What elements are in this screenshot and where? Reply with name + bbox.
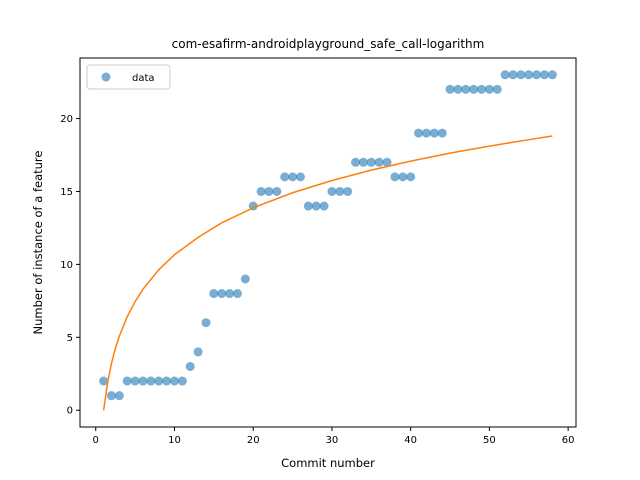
data-point [232, 289, 242, 299]
axes-frame [79, 57, 577, 428]
data-point [319, 201, 329, 211]
data-point [272, 186, 282, 196]
data-point [382, 157, 392, 167]
data-point [532, 70, 542, 80]
data-point [484, 84, 494, 94]
y-tick-label: 15 [60, 187, 73, 198]
data-point [264, 186, 274, 196]
data-point [280, 172, 290, 182]
data-point [477, 84, 487, 94]
y-axis-ticks: 0 5 10 15 20 [60, 114, 80, 417]
data-point [374, 157, 384, 167]
data-point [351, 157, 361, 167]
data-point [209, 289, 219, 299]
x-tick-label: 0 [93, 435, 99, 446]
data-point [524, 70, 534, 80]
data-point [414, 128, 424, 138]
data-point [366, 157, 376, 167]
y-tick-label: 5 [67, 333, 73, 344]
data-point [398, 172, 408, 182]
y-tick-label: 20 [60, 114, 73, 125]
data-point [508, 70, 518, 80]
data-point [177, 376, 187, 386]
data-point [327, 186, 337, 196]
x-tick-label: 60 [562, 435, 575, 446]
legend-label-data: data [132, 73, 155, 84]
y-tick-label: 10 [60, 260, 73, 271]
data-point [492, 84, 502, 94]
data-point [201, 318, 211, 328]
data-point [162, 376, 172, 386]
data-point [240, 274, 250, 284]
data-point [540, 70, 550, 80]
data-point [138, 376, 148, 386]
chart-title: com-esafirm-androidplayground_safe_call-… [172, 37, 485, 51]
data-point [516, 70, 526, 80]
plot-marks [99, 70, 557, 411]
data-point [288, 172, 298, 182]
y-tick-label: 0 [67, 406, 73, 417]
legend: data [86, 64, 171, 90]
data-point [106, 391, 116, 401]
data-point [114, 391, 124, 401]
data-point [453, 84, 463, 94]
data-point [547, 70, 557, 80]
data-point [390, 172, 400, 182]
data-point [500, 70, 510, 80]
data-point [146, 376, 156, 386]
y-axis-label: Number of instance of a feature [31, 151, 45, 335]
x-axis-label: Commit number [281, 456, 375, 470]
data-point [358, 157, 368, 167]
data-point [130, 376, 140, 386]
data-point [217, 289, 227, 299]
data-point [421, 128, 431, 138]
data-point [469, 84, 479, 94]
data-point [185, 361, 195, 371]
legend-box [86, 64, 171, 90]
data-point [99, 376, 109, 386]
x-tick-label: 10 [168, 435, 181, 446]
data-point [122, 376, 132, 386]
data-point [169, 376, 179, 386]
data-point [406, 172, 416, 182]
data-point [154, 376, 164, 386]
data-point [193, 347, 203, 357]
x-tick-label: 30 [326, 435, 339, 446]
fit-line [102, 135, 553, 411]
data-point [311, 201, 321, 211]
data-point [303, 201, 313, 211]
x-tick-label: 40 [404, 435, 417, 446]
data-point [445, 84, 455, 94]
x-tick-label: 20 [247, 435, 260, 446]
data-point [295, 172, 305, 182]
data-point [225, 289, 235, 299]
legend-marker-data [101, 72, 111, 82]
data-point [343, 186, 353, 196]
x-axis-ticks: 0 10 20 30 40 50 60 [93, 427, 575, 446]
data-point [335, 186, 345, 196]
data-point [429, 128, 439, 138]
x-tick-label: 50 [483, 435, 496, 446]
data-point [461, 84, 471, 94]
data-point [437, 128, 447, 138]
data-point [256, 186, 266, 196]
